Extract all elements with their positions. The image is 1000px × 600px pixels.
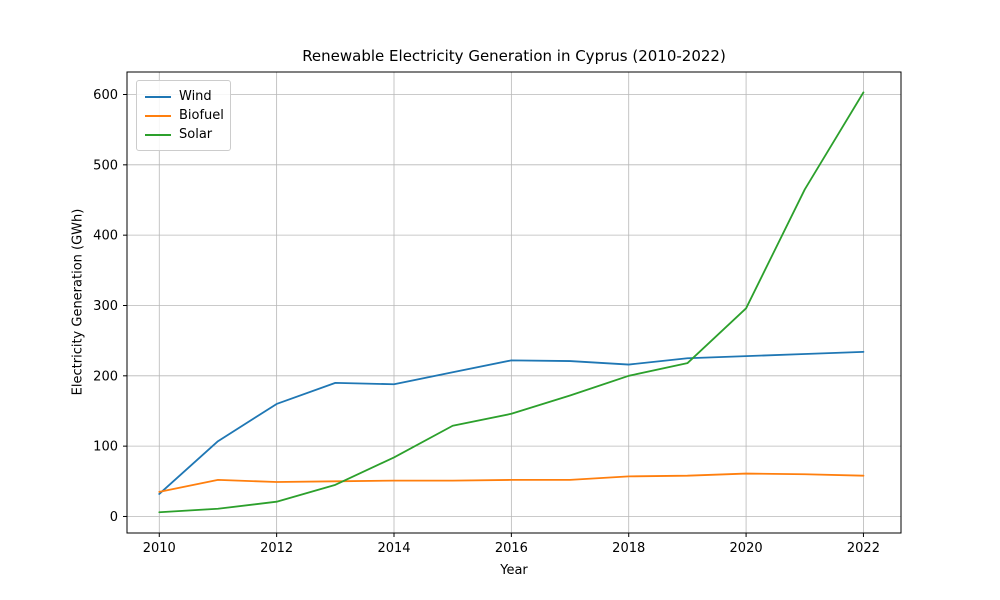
legend-label-biofuel: Biofuel [179,108,224,123]
y-axis-label: Electricity Generation (GWh) [70,208,86,396]
y-tick-label: 0 [110,510,118,525]
x-tick-label: 2018 [612,541,645,556]
solar-line-swatch [145,133,171,136]
y-tick-label: 500 [93,158,118,173]
wind-line [158,351,865,495]
wind-line-swatch [145,95,171,98]
y-tick-label: 600 [93,88,118,103]
solar-line [158,91,865,514]
legend-item-solar: Solar [145,126,230,143]
legend-label-solar: Solar [179,127,213,142]
y-tick-label: 100 [93,440,118,455]
tick-marks [123,94,864,537]
x-tick-label: 2016 [495,541,528,556]
y-tick-label: 200 [93,369,118,384]
grid-lines [127,72,901,533]
y-tick-label: 400 [93,229,118,244]
legend-label-wind: Wind [179,89,212,104]
chart-title: Renewable Electricity Generation in Cypr… [302,47,726,65]
biofuel-line [158,472,865,493]
legend-item-wind: Wind [145,88,230,105]
y-tick-label: 300 [93,299,118,314]
x-tick-label: 2014 [377,541,410,556]
biofuel-line-swatch [145,114,171,117]
x-tick-label: 2022 [847,541,880,556]
x-tick-label: 2010 [143,541,176,556]
x-tick-label: 2012 [260,541,293,556]
x-axis-label: Year [500,563,528,578]
plot-border [126,71,902,534]
legend-item-biofuel: Biofuel [145,107,230,124]
x-tick-label: 2020 [730,541,763,556]
tick-labels: 2010 2012 2014 2016 2018 2020 2022 0 100 200 300 40… [93,88,880,556]
legend: Wind Biofuel Solar [136,80,231,151]
series-lines [158,91,865,514]
